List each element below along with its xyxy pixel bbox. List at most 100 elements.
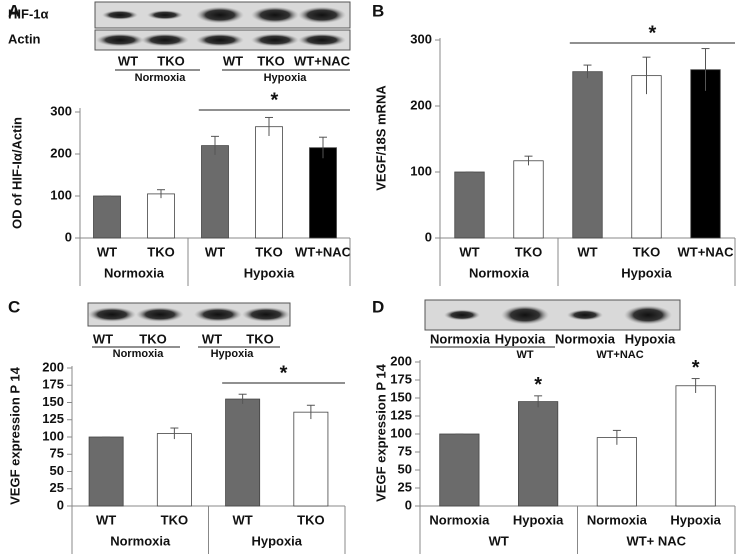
blot-band (96, 33, 144, 47)
group-label: Hypoxia (621, 265, 672, 280)
bar (93, 195, 121, 239)
y-tick-label: 200 (42, 359, 64, 374)
y-tick-label: 75 (398, 443, 412, 458)
y-tick-label: 50 (398, 461, 412, 476)
panel-letter: A (8, 1, 20, 20)
blot-band (196, 33, 244, 47)
blot-lane-label: WT+NAC (294, 53, 351, 68)
error-bar (306, 404, 315, 420)
blot-lane-label: WT (202, 331, 222, 346)
x-tick-label: WT+NAC (678, 244, 735, 259)
x-tick-label: Normoxia (429, 512, 490, 527)
y-axis-label: VEGF/18S mRNA (373, 85, 388, 191)
significance-star: * (280, 362, 288, 384)
y-axis-label: VEGF expression P 14 (373, 363, 388, 502)
x-tick-label: TKO (161, 512, 188, 527)
group-label: Normoxia (110, 533, 171, 548)
bar (156, 433, 192, 507)
blot-band (567, 309, 603, 321)
panel: B 0 100 200 300 VEGF/18S mRNA WT TKO Normoxia WT T… (372, 1, 736, 286)
y-tick-label: 300 (50, 103, 72, 118)
blot-band (251, 6, 299, 24)
x-tick-label: WT (233, 512, 253, 527)
x-tick-label: WT (97, 244, 117, 259)
blot-group-label: WT (516, 349, 533, 361)
y-tick-label: 75 (50, 446, 64, 461)
y-tick-label: 300 (410, 31, 432, 46)
panel-letter: B (372, 1, 384, 20)
bar (201, 145, 229, 239)
x-tick-label: Normoxia (587, 512, 648, 527)
error-bar (612, 429, 621, 445)
blot-lane-label: Hypoxia (495, 331, 546, 346)
blot-group-label: Normoxia (135, 72, 187, 84)
blot-lane-label: TKO (257, 53, 284, 68)
error-bar (583, 64, 592, 79)
panel-letter: C (8, 297, 20, 316)
error-bar (238, 393, 247, 404)
blot-band (136, 307, 184, 322)
y-tick-label: 0 (425, 229, 432, 244)
x-tick-label: TKO (147, 244, 174, 259)
significance-star: * (649, 22, 657, 44)
bar (513, 160, 544, 239)
bar (225, 398, 261, 507)
significance-star: * (534, 374, 542, 396)
blot-band (251, 33, 299, 47)
blot-band (298, 6, 346, 24)
error-bar (691, 378, 700, 393)
blot-row-label: Actin (8, 31, 41, 46)
blot-band (141, 33, 189, 47)
error-bar (534, 395, 543, 408)
bar (572, 71, 603, 239)
error-bar (701, 48, 710, 91)
y-tick-label: 150 (42, 394, 64, 409)
y-tick-label: 125 (42, 411, 64, 426)
blot-band (147, 10, 183, 20)
blot-band (194, 307, 242, 322)
y-tick-label: 100 (50, 187, 72, 202)
x-tick-label: Hypoxia (513, 512, 564, 527)
error-bar (170, 427, 179, 440)
y-tick-label: 100 (390, 425, 412, 440)
x-tick-label: TKO (255, 244, 282, 259)
bar (631, 75, 662, 239)
error-bar (642, 56, 651, 95)
panel: C 0 25 50 75 100 125 150 175 200 VEGF expression P… (7, 297, 346, 554)
blot-lane-label: Normoxia (555, 331, 616, 346)
x-tick-label: Hypoxia (670, 512, 721, 527)
blot-band (102, 10, 138, 20)
group-label: Hypoxia (251, 533, 302, 548)
panel: A 0 100 200 300 OD of HIF-Iα/Actin WT TKO Normox… (8, 1, 352, 286)
x-tick-label: TKO (297, 512, 324, 527)
blot-lane-label: Normoxia (430, 331, 491, 346)
x-tick-label: TKO (633, 244, 660, 259)
y-tick-label: 25 (50, 480, 64, 495)
y-tick-label: 0 (65, 229, 72, 244)
y-tick-label: 200 (50, 145, 72, 160)
blot-lane-label: WT (223, 53, 243, 68)
blot-band (242, 307, 290, 322)
error-bar (157, 189, 165, 199)
bar (88, 436, 124, 507)
y-tick-label: 0 (57, 497, 64, 512)
y-tick-label: 200 (390, 353, 412, 368)
x-tick-label: WT (205, 244, 225, 259)
y-tick-label: 150 (390, 389, 412, 404)
y-axis-label: OD of HIF-Iα/Actin (9, 117, 24, 229)
bar (596, 437, 637, 507)
blot-band (501, 305, 549, 325)
y-tick-label: 100 (42, 428, 64, 443)
panel-letter: D (372, 297, 384, 316)
bar (147, 193, 175, 239)
bar (293, 411, 329, 507)
bar (454, 171, 485, 239)
x-tick-label: WT (96, 512, 116, 527)
y-axis-label: VEGF expression P 14 (7, 366, 22, 505)
group-label: WT+ NAC (626, 533, 686, 548)
blot-lane-label: TKO (157, 53, 184, 68)
blot-band (624, 305, 672, 325)
bar (439, 433, 480, 507)
